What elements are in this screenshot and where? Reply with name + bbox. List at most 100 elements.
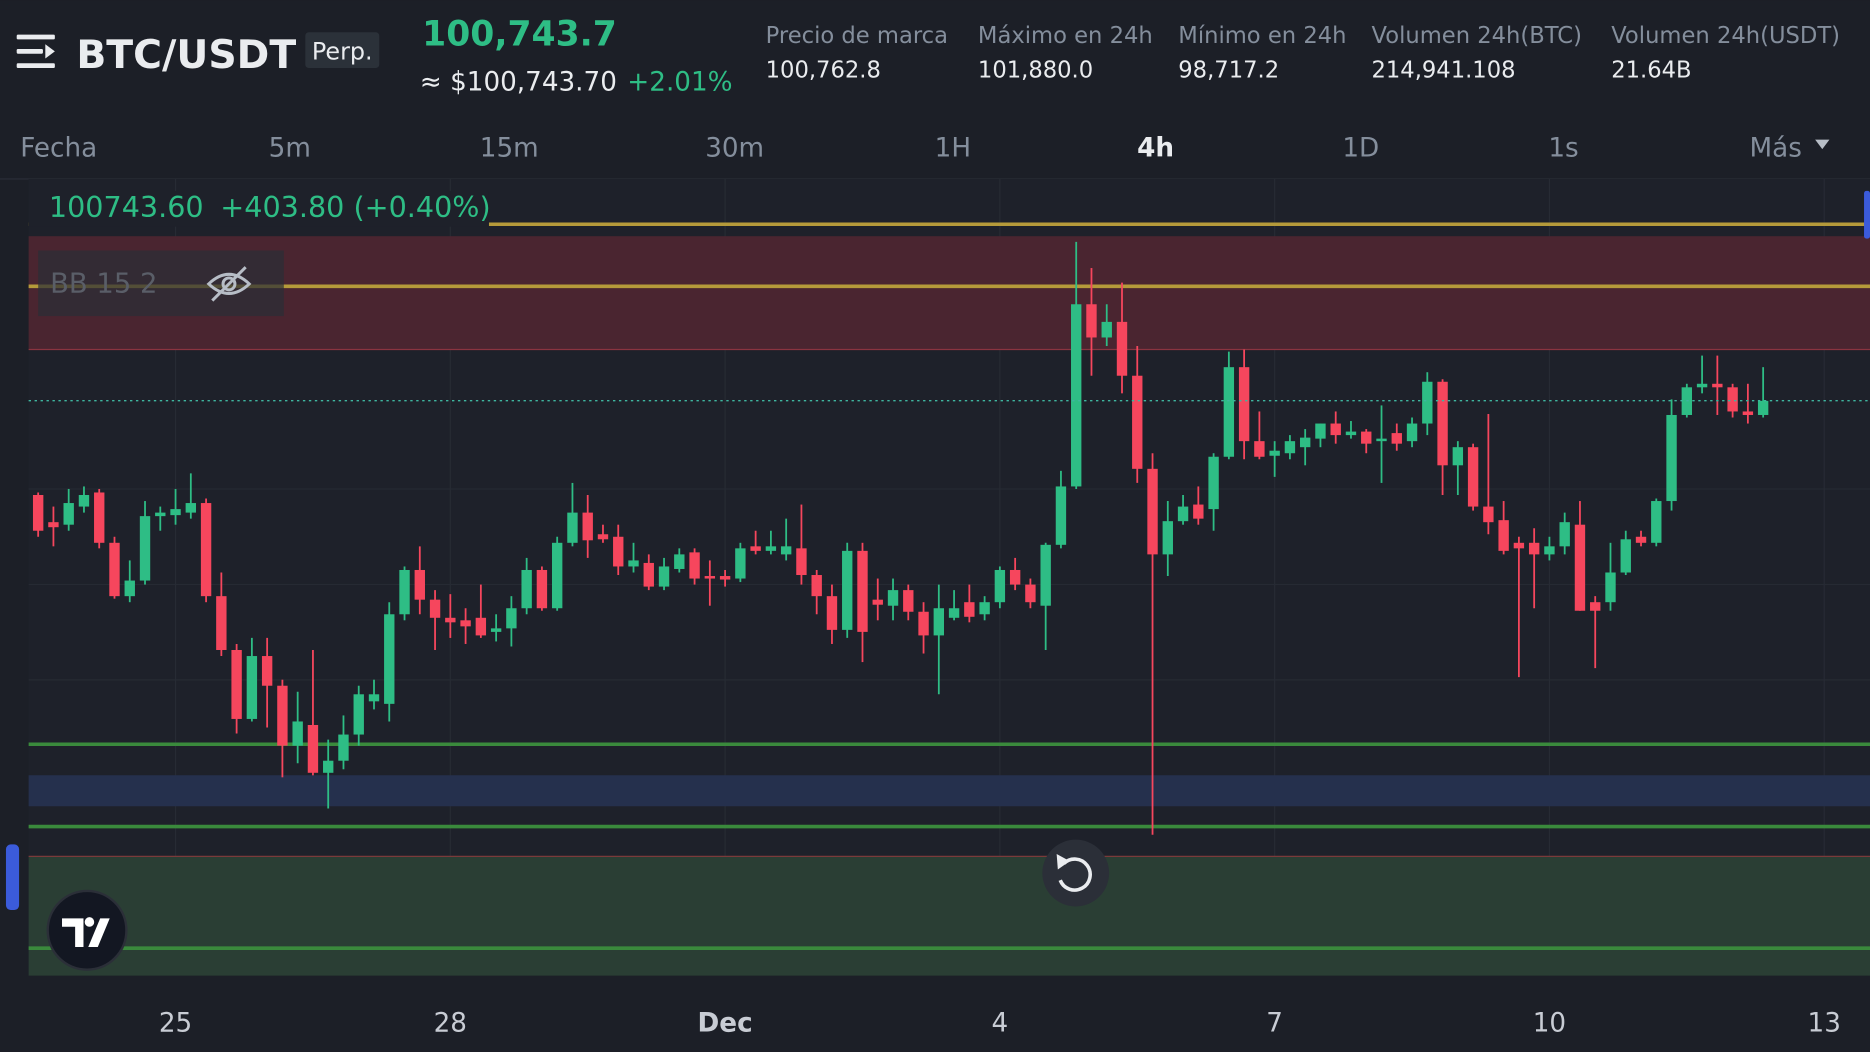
timeframe[interactable]: Más: [1750, 133, 1802, 163]
candle-body: [1513, 542, 1525, 549]
candle-body: [429, 599, 441, 618]
candle-body: [719, 576, 731, 580]
candle-body: [1208, 456, 1219, 510]
timeframe[interactable]: 4h: [1137, 133, 1174, 163]
side-handle[interactable]: [5, 844, 20, 911]
x-tick-label: 4: [992, 1009, 1009, 1039]
menu-icon[interactable]: [16, 34, 55, 69]
timeframe[interactable]: 30m: [705, 133, 764, 163]
candle-body: [353, 694, 364, 735]
stat-label: Volumen 24h(BTC): [1371, 23, 1581, 49]
candle-body: [643, 562, 654, 587]
candle-body: [1742, 411, 1754, 415]
resistance-zone: [28, 236, 1870, 350]
candle-body: [368, 694, 380, 702]
price-line-label: 100743.60 +403.80 (+0.40%): [49, 190, 491, 224]
candle-body: [1651, 501, 1662, 543]
candle-body: [1284, 441, 1296, 454]
candle-body: [674, 554, 685, 569]
reset-button[interactable]: [1042, 839, 1110, 907]
candle-body: [735, 548, 746, 579]
price-line-change: +403.80 (+0.40%): [220, 190, 490, 224]
menu-bar: [16, 48, 43, 54]
candle-body: [811, 575, 822, 597]
price-label-box: [28, 190, 489, 227]
timeframe[interactable]: Fecha: [20, 133, 97, 163]
logo-circle: [46, 889, 128, 971]
candle-body: [887, 590, 899, 606]
x-tick-label: Dec: [698, 1009, 753, 1039]
support-band: [28, 775, 1870, 807]
timeframe[interactable]: 1D: [1342, 133, 1379, 163]
candle-body: [1422, 381, 1433, 424]
candle-body: [475, 617, 487, 636]
candle-body: [1025, 584, 1036, 603]
candle-body: [1101, 321, 1112, 338]
candle-body: [933, 608, 945, 636]
candle-body: [490, 628, 502, 632]
side-handle[interactable]: [1864, 190, 1870, 239]
pair[interactable]: BTC/USDT: [76, 32, 296, 78]
candle-body: [1574, 524, 1586, 611]
candle-body: [1086, 304, 1097, 338]
indicator-box: [38, 250, 284, 317]
candle-body: [1223, 367, 1235, 457]
stat-label: Volumen 24h(USDT): [1611, 23, 1840, 49]
candle-body: [704, 576, 716, 579]
candle-body: [750, 546, 761, 551]
stat-value: 98,717.2: [1178, 58, 1279, 84]
menu-bar: [16, 34, 55, 40]
change: +2.01%: [627, 68, 732, 98]
candle-body: [1071, 304, 1082, 487]
candle-body: [1055, 486, 1067, 545]
candle-body: [979, 602, 990, 615]
menu-arrow: [45, 44, 55, 59]
candle-body: [1299, 437, 1311, 448]
candle-body: [1147, 468, 1158, 555]
candle-body: [399, 569, 410, 615]
candle-body: [1116, 321, 1128, 376]
demand-zone: [28, 856, 1870, 976]
candle-body: [613, 536, 624, 567]
candle-body: [338, 734, 349, 761]
candle-body: [1712, 383, 1723, 388]
logo-mark: [62, 918, 110, 947]
x-tick-label: 7: [1266, 1009, 1283, 1039]
candle-body: [658, 566, 670, 587]
candle-body: [216, 596, 227, 651]
candle-body: [1040, 544, 1051, 606]
candle-body: [307, 724, 319, 773]
usd-price: ≈ $100,743.70: [420, 68, 617, 98]
timeframe[interactable]: 1s: [1548, 133, 1578, 163]
hide-indicator-icon[interactable]: [206, 266, 252, 302]
candle-body: [1727, 387, 1738, 412]
candle-body: [1605, 572, 1616, 603]
timeframe[interactable]: 5m: [269, 133, 311, 163]
candle-body: [94, 492, 105, 543]
candle-body: [1254, 441, 1265, 457]
reset-circle: [1042, 839, 1110, 907]
candle-body: [1361, 431, 1372, 444]
candle-body: [1437, 381, 1448, 466]
candle-body: [185, 503, 197, 513]
tv-logo[interactable]: [46, 889, 128, 971]
candle-body: [964, 602, 975, 617]
candle-body: [78, 494, 90, 507]
candle-body: [582, 512, 593, 541]
timeframe[interactable]: 15m: [480, 133, 539, 163]
candle-body: [1269, 450, 1280, 456]
slash: [211, 266, 247, 302]
candle-body: [1452, 447, 1464, 466]
candle-body: [994, 569, 1006, 603]
candle-body: [261, 656, 273, 686]
timeframe[interactable]: 1H: [935, 133, 971, 163]
candle-body: [1193, 504, 1204, 519]
candle-body: [1590, 602, 1601, 611]
candle-body: [1315, 423, 1326, 439]
timeframes: Fecha 5m 15m 30m 1H 4h 1D 1s Más: [20, 133, 1802, 163]
menu-bar: [16, 63, 55, 69]
candle-body: [872, 599, 883, 605]
candle-body: [1498, 520, 1509, 551]
candle-body: [796, 548, 807, 576]
candle-body: [628, 560, 639, 567]
